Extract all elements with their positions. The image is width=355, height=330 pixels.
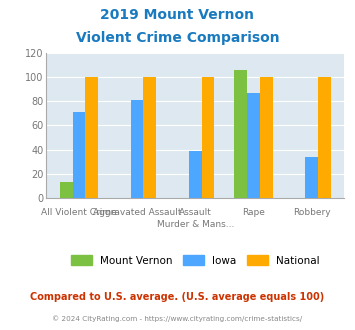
Bar	[72, 112, 85, 198]
Bar	[305, 157, 318, 198]
Text: 2019 Mount Vernon: 2019 Mount Vernon	[100, 8, 255, 22]
Bar	[60, 182, 72, 198]
Text: Aggravated Assault: Aggravated Assault	[93, 208, 181, 217]
Bar	[143, 77, 156, 198]
Bar	[318, 77, 331, 198]
Legend: Mount Vernon, Iowa, National: Mount Vernon, Iowa, National	[71, 255, 320, 266]
Bar	[131, 100, 143, 198]
Text: All Violent Crime: All Violent Crime	[41, 208, 117, 217]
Text: Rape: Rape	[242, 208, 265, 217]
Bar	[260, 77, 273, 198]
Text: Violent Crime Comparison: Violent Crime Comparison	[76, 31, 279, 45]
Bar	[247, 93, 260, 198]
Text: Compared to U.S. average. (U.S. average equals 100): Compared to U.S. average. (U.S. average …	[31, 292, 324, 302]
Bar	[202, 77, 214, 198]
Text: © 2024 CityRating.com - https://www.cityrating.com/crime-statistics/: © 2024 CityRating.com - https://www.city…	[53, 315, 302, 322]
Text: Murder & Mans...: Murder & Mans...	[157, 220, 234, 229]
Text: Robbery: Robbery	[293, 208, 331, 217]
Bar	[189, 151, 202, 198]
Bar	[234, 70, 247, 198]
Text: Assault: Assault	[179, 208, 212, 217]
Bar	[85, 77, 98, 198]
